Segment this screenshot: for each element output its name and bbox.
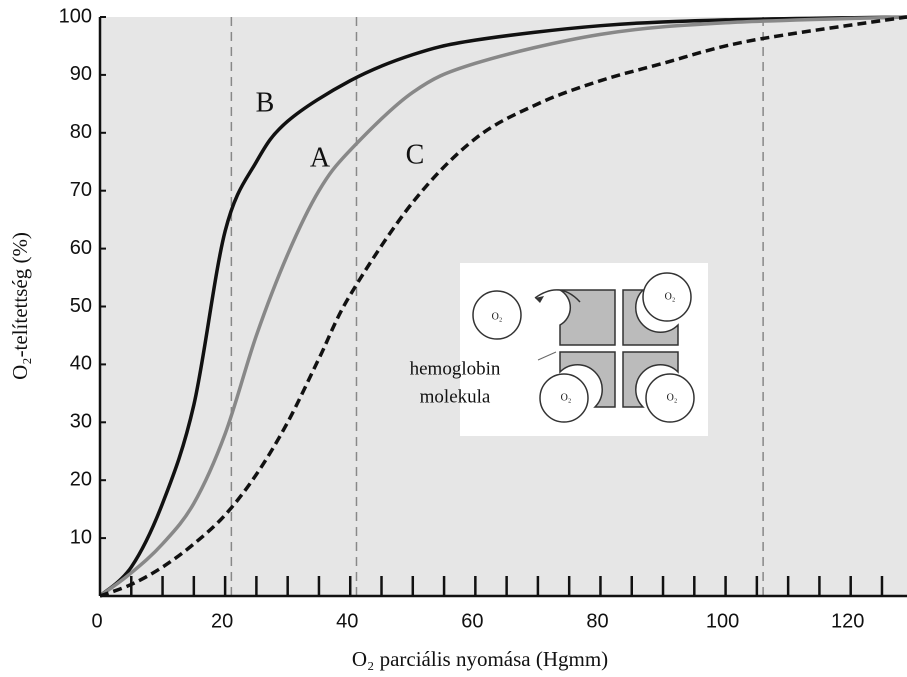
y-tick-label: 50: [70, 295, 92, 317]
curve: [98, 15, 907, 598]
x-tick-label: 0: [91, 610, 102, 632]
y-tick-label: 10: [70, 526, 92, 548]
y-tick-label: 90: [70, 63, 92, 85]
x-axis-title: O₂ parciális nyomása (Hgmm): [352, 647, 608, 671]
inset-diagram: hemoglobin molekula O₂ O₂ O₂ O₂: [410, 263, 708, 436]
x-tick-label: 80: [586, 610, 608, 632]
pointer: [537, 351, 557, 361]
inset-label: hemoglobin: [410, 358, 501, 379]
y-tick-label: 60: [70, 237, 92, 259]
o2-label: O₂: [667, 392, 678, 403]
o2-circles: [472, 272, 695, 423]
o2-label: O₂: [665, 291, 676, 302]
x-tick-label: 60: [461, 610, 483, 632]
x-tick-label: 120: [831, 610, 864, 632]
curve-label: B: [256, 87, 275, 118]
x-tick-label: 20: [211, 610, 233, 632]
y-tick-label: 70: [70, 179, 92, 201]
inset-label: molekula: [420, 386, 491, 407]
arrow: [534, 289, 581, 303]
y-axis-title: O₂-telítettség (%): [8, 232, 32, 380]
curve-label: A: [310, 142, 331, 173]
y-tick-label: 30: [70, 411, 92, 433]
curve: [98, 15, 907, 598]
x-tick-label: 100: [706, 610, 739, 632]
curve-label: C: [406, 139, 425, 170]
o2-label: O₂: [561, 392, 572, 403]
o2-label: O₂: [492, 311, 503, 322]
y-tick-label: 100: [59, 5, 92, 27]
x-tick-label: 40: [336, 610, 358, 632]
y-tick-label: 20: [70, 468, 92, 490]
y-tick-label: 40: [70, 353, 92, 375]
arrow-head: [535, 296, 544, 303]
y-tick-label: 80: [70, 121, 92, 143]
hemoglobin-shape: [557, 289, 679, 408]
